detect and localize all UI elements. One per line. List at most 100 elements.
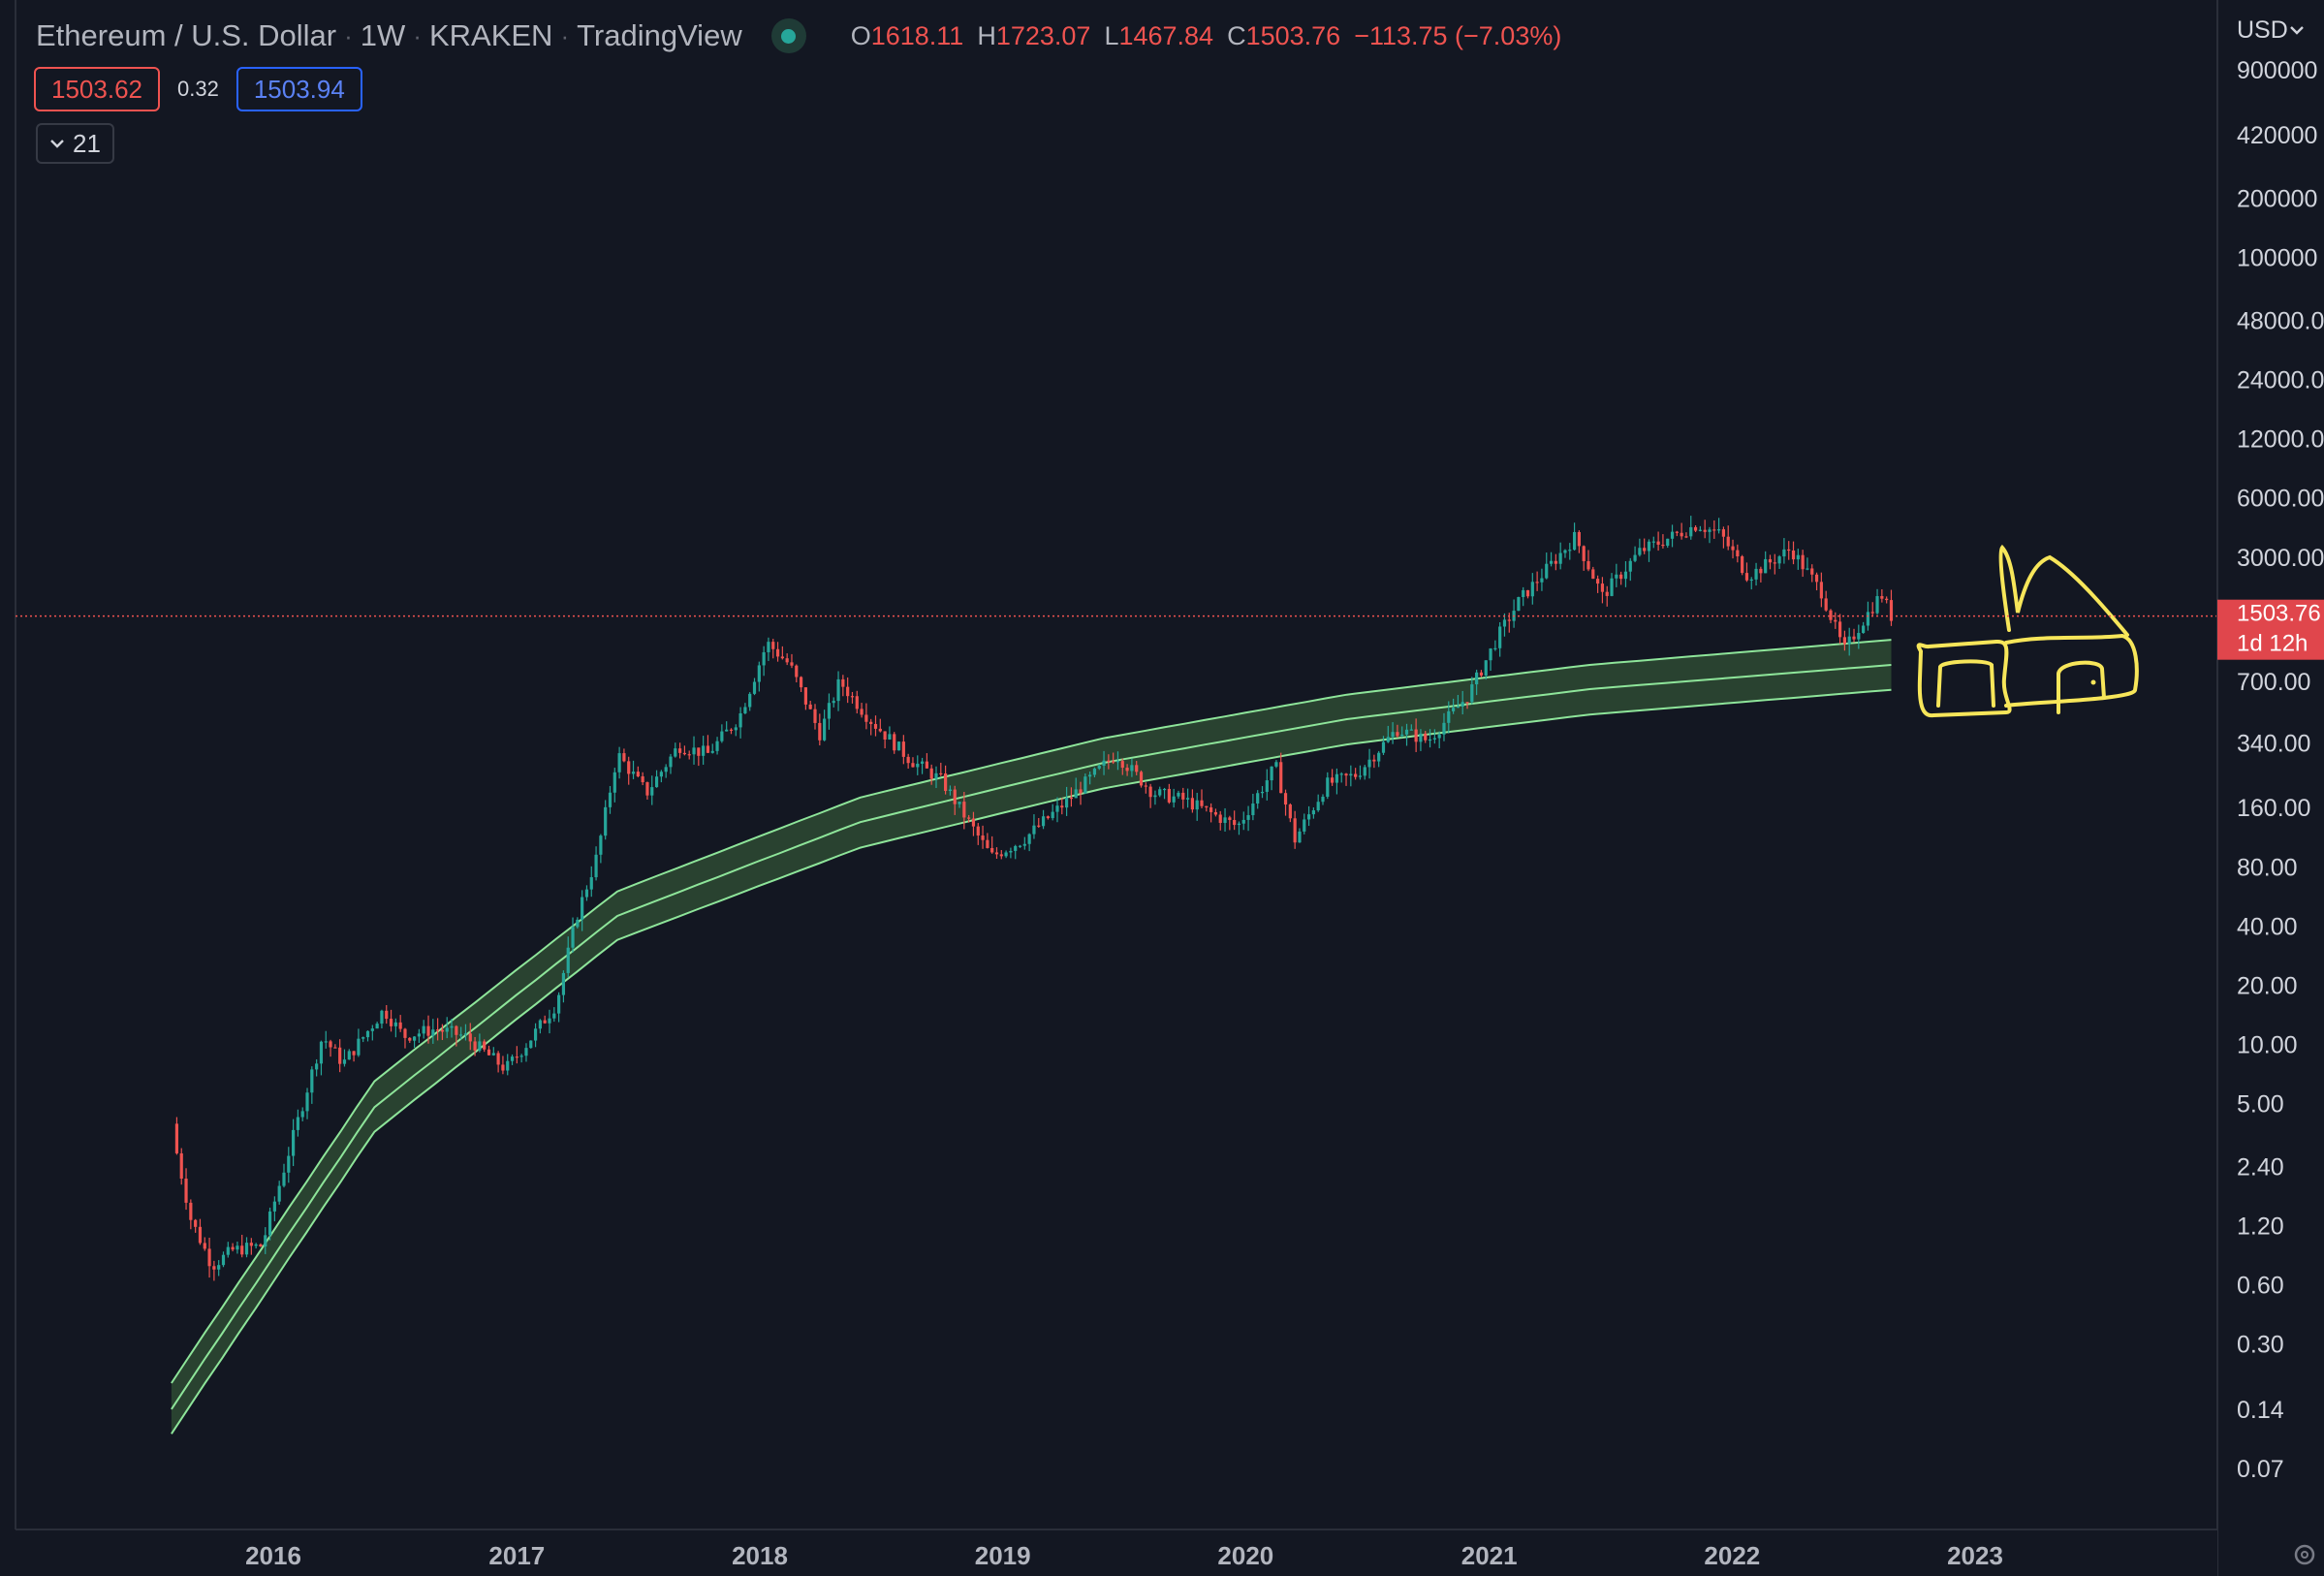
sell-price-button[interactable]: 1503.62: [34, 67, 160, 111]
candle-body: [738, 712, 742, 728]
candle-body: [1623, 571, 1628, 580]
candle-body: [1172, 796, 1176, 803]
candle-body: [1064, 797, 1069, 808]
market-status-icon[interactable]: [770, 18, 806, 53]
candle-body: [1643, 548, 1647, 552]
candle-body: [790, 662, 794, 666]
y-tick-label: 10.00: [2237, 1032, 2298, 1059]
candle-body: [1619, 574, 1623, 580]
candle-body: [1558, 552, 1562, 564]
candle-body: [240, 1245, 244, 1255]
currency-label[interactable]: USD: [2237, 16, 2288, 44]
x-tick-label: 2017: [488, 1541, 545, 1570]
candle-body: [1712, 529, 1716, 531]
candle-body: [1144, 785, 1147, 787]
candle-body: [1675, 531, 1679, 533]
candle-body: [338, 1047, 342, 1064]
candle-body: [1251, 804, 1255, 816]
candle-body: [1326, 777, 1330, 798]
candle-body: [1349, 773, 1353, 776]
candle-body: [1428, 739, 1432, 741]
candle-body: [1507, 619, 1511, 621]
candle-body: [1721, 529, 1726, 537]
drawing-house-body: [1916, 640, 2012, 718]
band-line-upper: [171, 639, 1892, 1384]
candle-body: [310, 1069, 314, 1093]
x-tick-label: 2018: [732, 1541, 788, 1570]
candle-body: [929, 768, 933, 779]
candle-body: [244, 1243, 249, 1255]
candle-body: [300, 1111, 304, 1118]
candle-body: [896, 741, 901, 751]
source-label: TradingView: [577, 18, 742, 52]
candle-body: [893, 734, 896, 751]
candle-body: [1522, 589, 1525, 598]
candle-body: [1749, 579, 1753, 582]
interval-label[interactable]: 1W: [360, 18, 406, 52]
candle-body: [720, 731, 724, 741]
candle-body: [1502, 619, 1507, 627]
y-tick-label: 48000.0: [2237, 307, 2324, 334]
candle-body: [1205, 805, 1209, 808]
candle-body: [403, 1028, 407, 1038]
candle-body: [795, 665, 799, 678]
candle-body: [1847, 636, 1851, 645]
candle-body: [1265, 780, 1269, 792]
candle-body: [1577, 531, 1581, 547]
currency-chevron-icon[interactable]: [2290, 26, 2304, 35]
candle-body: [1600, 583, 1605, 592]
candle-body: [1880, 596, 1884, 599]
candle-body: [631, 772, 636, 774]
indicators-toggle[interactable]: 21: [36, 123, 114, 164]
time-axis[interactable]: 2016 2017 2018 2019 2020 2021 2022 2023: [16, 1529, 2217, 1576]
symbol-title[interactable]: Ethereum / U.S. Dollar: [36, 18, 337, 52]
candle-body: [440, 1029, 445, 1032]
candle-body: [888, 734, 892, 741]
y-tick-label: 2.40: [2237, 1153, 2284, 1181]
price-axis[interactable]: 900000 420000 200000 100000 48000.0 24000.0 12…: [2216, 0, 2324, 1576]
candle-body: [799, 677, 803, 688]
high-value: 1723.07: [995, 20, 1091, 50]
settings-gear-icon[interactable]: [2294, 1544, 2315, 1565]
candle-body: [1842, 637, 1846, 645]
candle-body: [380, 1010, 384, 1024]
candle-body: [1442, 722, 1446, 735]
candle-body: [375, 1024, 379, 1029]
candle-body: [552, 1013, 556, 1019]
candle-body: [267, 1211, 272, 1236]
candle-body: [333, 1047, 337, 1049]
y-tick-label: 0.60: [2237, 1273, 2284, 1300]
candle-body: [501, 1064, 505, 1071]
candle-body: [1083, 776, 1087, 794]
candle-body: [1432, 738, 1436, 740]
candle-body: [677, 748, 682, 753]
buy-price-button[interactable]: 1503.94: [236, 67, 362, 111]
candle-body: [259, 1244, 263, 1247]
candle-body: [1680, 532, 1683, 537]
candle-body: [1115, 761, 1120, 763]
candle-body: [431, 1029, 435, 1036]
candle-body: [1046, 816, 1050, 819]
candle-body: [1153, 795, 1157, 798]
candle-body: [370, 1028, 374, 1031]
candle-body: [925, 761, 928, 769]
candle-body: [594, 854, 598, 878]
candle-body: [1404, 729, 1409, 735]
candle-body: [1233, 820, 1237, 826]
candle-body: [1628, 560, 1632, 572]
candle-body: [1102, 760, 1106, 766]
candle-body: [948, 789, 953, 792]
candle-body: [986, 839, 989, 848]
candle-body: [1656, 541, 1660, 545]
candle-body: [1824, 598, 1828, 611]
candle-body: [1069, 797, 1074, 800]
candle-body: [1354, 773, 1358, 777]
candle-body: [436, 1029, 440, 1031]
candle-body: [767, 642, 770, 652]
candle-body: [1107, 760, 1111, 762]
candle-body: [1190, 798, 1194, 810]
candle-body: [203, 1243, 206, 1249]
candle-body: [803, 687, 807, 705]
candle-body: [329, 1041, 332, 1048]
